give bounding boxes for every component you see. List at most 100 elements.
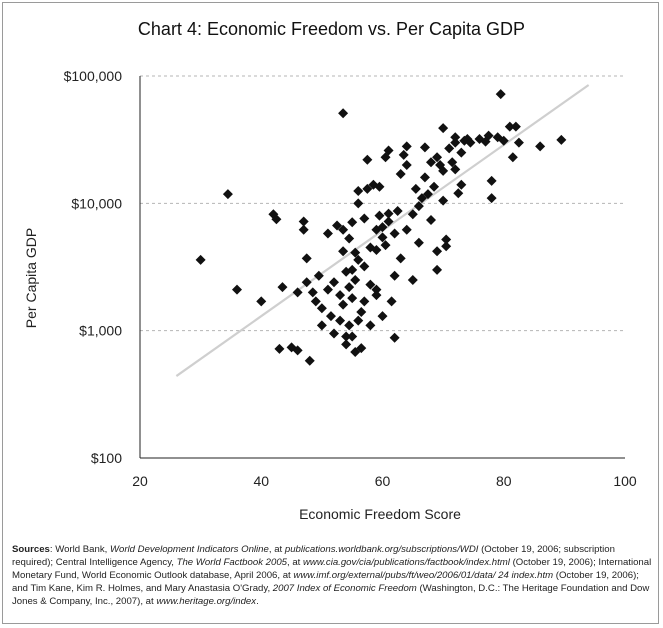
- data-point: [377, 232, 388, 243]
- y-tick-label: $100: [91, 450, 122, 466]
- data-point: [413, 237, 424, 248]
- sources-italic-4: www.cia.gov/cia/publications/factbook/in…: [303, 557, 510, 568]
- data-point: [429, 181, 440, 192]
- sources-text-5: (October 19, 2006); International Moneta…: [12, 557, 652, 581]
- data-point: [432, 246, 443, 257]
- data-point: [222, 189, 233, 200]
- data-point: [329, 277, 339, 288]
- data-point: [389, 228, 400, 239]
- data-point: [347, 331, 358, 342]
- data-point: [486, 175, 497, 186]
- data-point: [274, 343, 285, 354]
- data-point: [495, 89, 506, 100]
- data-point: [353, 315, 364, 326]
- sources-italic-3: The World Factbook 2005: [176, 557, 287, 568]
- data-point: [374, 181, 385, 192]
- data-point: [292, 345, 303, 356]
- data-point: [389, 270, 400, 281]
- sources-text-3: (October 19, 2006; subscription required…: [12, 544, 615, 568]
- data-point: [341, 339, 352, 350]
- data-point: [347, 293, 358, 304]
- sources-italic-5: www.imf.org/external/pubs/ft/weo/2006/01…: [293, 570, 554, 581]
- data-point: [344, 233, 355, 244]
- data-point: [438, 165, 449, 176]
- data-point: [232, 284, 242, 295]
- sources-label: Sources: [12, 544, 50, 555]
- data-point: [450, 164, 461, 175]
- data-point: [401, 160, 412, 171]
- data-point: [510, 121, 521, 132]
- data-point: [483, 130, 494, 141]
- data-point: [347, 264, 358, 275]
- data-point: [453, 188, 464, 199]
- data-point: [419, 172, 430, 183]
- data-point: [486, 193, 497, 204]
- data-point: [389, 332, 400, 343]
- data-point: [401, 141, 412, 152]
- sources-text-1: : World Bank,: [49, 544, 110, 555]
- data-point: [347, 217, 358, 228]
- gridlines: [140, 75, 625, 332]
- data-point: [407, 274, 418, 285]
- sources-text-7: (Washington, D.C.: The Heritage Foundati…: [12, 583, 650, 607]
- data-point: [356, 307, 367, 318]
- data-point: [407, 209, 418, 220]
- data-point: [383, 208, 394, 219]
- data-point: [438, 123, 449, 134]
- data-point: [341, 331, 352, 342]
- data-point: [441, 241, 452, 252]
- data-point: [419, 142, 430, 153]
- data-point: [513, 137, 524, 148]
- data-point: [338, 108, 349, 119]
- data-point: [195, 254, 206, 265]
- data-point: [292, 287, 303, 298]
- data-point: [377, 222, 388, 233]
- data-point: [365, 279, 376, 290]
- data-point: [507, 152, 518, 163]
- data-point: [465, 137, 476, 148]
- data-point: [338, 299, 349, 310]
- data-point: [556, 134, 567, 145]
- data-point: [392, 206, 403, 217]
- data-point: [329, 328, 339, 339]
- data-point: [362, 154, 373, 165]
- data-point: [444, 143, 455, 154]
- data-point: [359, 261, 370, 272]
- data-point: [338, 246, 349, 257]
- data-point: [456, 179, 467, 190]
- data-point: [298, 224, 309, 235]
- sources-italic-6: 2007 Index of Economic Freedom: [272, 583, 417, 594]
- data-point: [359, 213, 370, 224]
- sources-text-2: , at: [268, 544, 285, 555]
- data-point: [335, 315, 346, 326]
- chart-title: Chart 4: Economic Freedom vs. Per Capita…: [137, 19, 526, 39]
- data-point: [316, 320, 327, 331]
- data-point: [277, 282, 288, 293]
- data-point: [301, 253, 312, 264]
- sources-note: Sources: World Bank, World Development I…: [12, 543, 652, 608]
- x-axis-label: Economic Freedom Score: [299, 506, 461, 522]
- y-axis-label: Per Capita GDP: [23, 227, 39, 329]
- x-tick-label: 100: [613, 473, 637, 489]
- data-point: [304, 355, 315, 366]
- data-point: [371, 290, 382, 301]
- data-point: [535, 141, 546, 152]
- data-point: [313, 270, 324, 281]
- data-point: [371, 284, 382, 295]
- data-point: [504, 121, 515, 132]
- data-point: [432, 264, 443, 275]
- data-point: [410, 183, 421, 194]
- data-point: [271, 214, 282, 225]
- data-point: [322, 228, 333, 239]
- data-point: [374, 210, 385, 221]
- data-point: [353, 185, 364, 196]
- data-point: [432, 152, 443, 163]
- sources-text-6: (October 19, 2006); and Tim Kane, Kim R.…: [12, 570, 639, 594]
- data-point: [498, 135, 509, 146]
- data-point: [450, 137, 461, 148]
- data-point: [456, 147, 467, 158]
- data-point: [356, 343, 367, 354]
- x-tick-label: 60: [375, 473, 391, 489]
- data-point: [395, 253, 406, 264]
